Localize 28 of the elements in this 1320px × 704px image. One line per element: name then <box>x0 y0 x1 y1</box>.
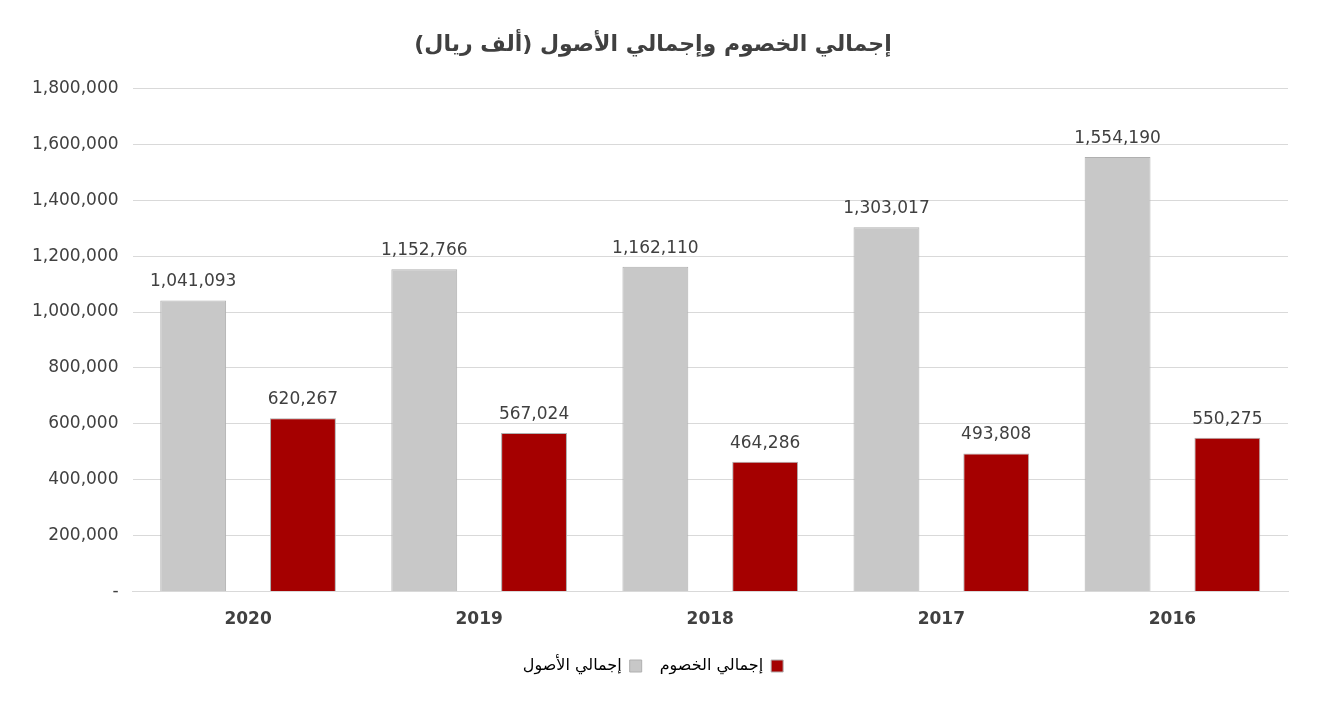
chart-title: إجمالي الخصوم وإجمالي الأصول (ألف ريال) <box>414 27 892 57</box>
y-tick-label: 1,200,000 <box>31 244 119 265</box>
data-label: 620,267 <box>267 388 339 409</box>
data-label: 464,286 <box>729 431 801 452</box>
y-tick-label: 1,800,000 <box>31 76 119 97</box>
data-label: 550,275 <box>1192 407 1263 428</box>
y-tick-label: 1,600,000 <box>31 132 119 153</box>
y-tick-label: - <box>112 580 119 601</box>
y-tick-label: 1,000,000 <box>31 300 119 321</box>
legend-label: إجمالي الخصوم <box>659 655 764 676</box>
x-tick-label: 2016 <box>1148 608 1197 629</box>
data-label: 1,162,110 <box>612 236 699 257</box>
legend-label: إجمالي الأصول <box>522 654 622 676</box>
data-label: 493,808 <box>961 423 1032 444</box>
y-tick-label: 1,400,000 <box>31 188 119 209</box>
data-label: 1,554,190 <box>1074 127 1161 148</box>
x-tick-label: 2019 <box>455 608 503 629</box>
data-label: 1,041,093 <box>149 270 237 291</box>
y-tick-label: 200,000 <box>48 524 119 545</box>
y-tick-label: 600,000 <box>48 412 119 433</box>
x-tick-label: 2020 <box>224 608 272 629</box>
data-label: 1,303,017 <box>843 197 930 218</box>
x-tick-label: 2018 <box>686 608 734 629</box>
data-label: 567,024 <box>498 403 570 424</box>
x-tick-label: 2017 <box>917 608 966 629</box>
y-tick-label: 800,000 <box>48 356 119 377</box>
data-label: 1,152,766 <box>381 239 468 260</box>
y-tick-label: 400,000 <box>48 468 119 489</box>
